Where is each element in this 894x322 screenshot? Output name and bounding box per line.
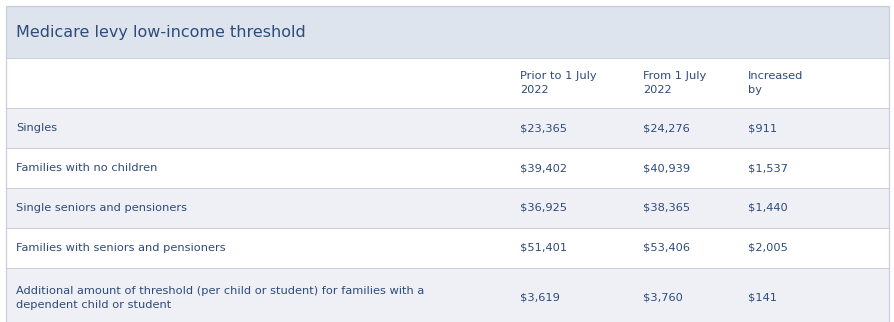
- Bar: [6, 188, 888, 228]
- Text: $141: $141: [746, 293, 776, 303]
- Text: $3,619: $3,619: [519, 293, 559, 303]
- Text: $3,760: $3,760: [643, 293, 682, 303]
- Text: $36,925: $36,925: [519, 203, 566, 213]
- Text: Single seniors and pensioners: Single seniors and pensioners: [16, 203, 187, 213]
- Text: Increased
by: Increased by: [746, 71, 802, 95]
- Text: Medicare levy low-income threshold: Medicare levy low-income threshold: [16, 24, 306, 40]
- Text: $1,440: $1,440: [746, 203, 787, 213]
- Text: $2,005: $2,005: [746, 243, 787, 253]
- Text: $38,365: $38,365: [643, 203, 689, 213]
- Bar: [6, 268, 888, 322]
- Text: $24,276: $24,276: [643, 123, 689, 133]
- Text: $51,401: $51,401: [519, 243, 566, 253]
- Text: $40,939: $40,939: [643, 163, 689, 173]
- Text: $23,365: $23,365: [519, 123, 566, 133]
- Text: $39,402: $39,402: [519, 163, 566, 173]
- Bar: [6, 58, 888, 108]
- Text: Families with no children: Families with no children: [16, 163, 157, 173]
- Bar: [6, 6, 888, 58]
- Bar: [6, 108, 888, 148]
- Text: $911: $911: [746, 123, 776, 133]
- Bar: [6, 148, 888, 188]
- Text: Singles: Singles: [16, 123, 57, 133]
- Text: $53,406: $53,406: [643, 243, 689, 253]
- Text: From 1 July
2022: From 1 July 2022: [643, 71, 705, 95]
- Bar: [6, 228, 888, 268]
- Text: $1,537: $1,537: [746, 163, 787, 173]
- Text: Prior to 1 July
2022: Prior to 1 July 2022: [519, 71, 595, 95]
- Text: Families with seniors and pensioners: Families with seniors and pensioners: [16, 243, 225, 253]
- Text: Additional amount of threshold (per child or student) for families with a
depend: Additional amount of threshold (per chil…: [16, 286, 424, 310]
